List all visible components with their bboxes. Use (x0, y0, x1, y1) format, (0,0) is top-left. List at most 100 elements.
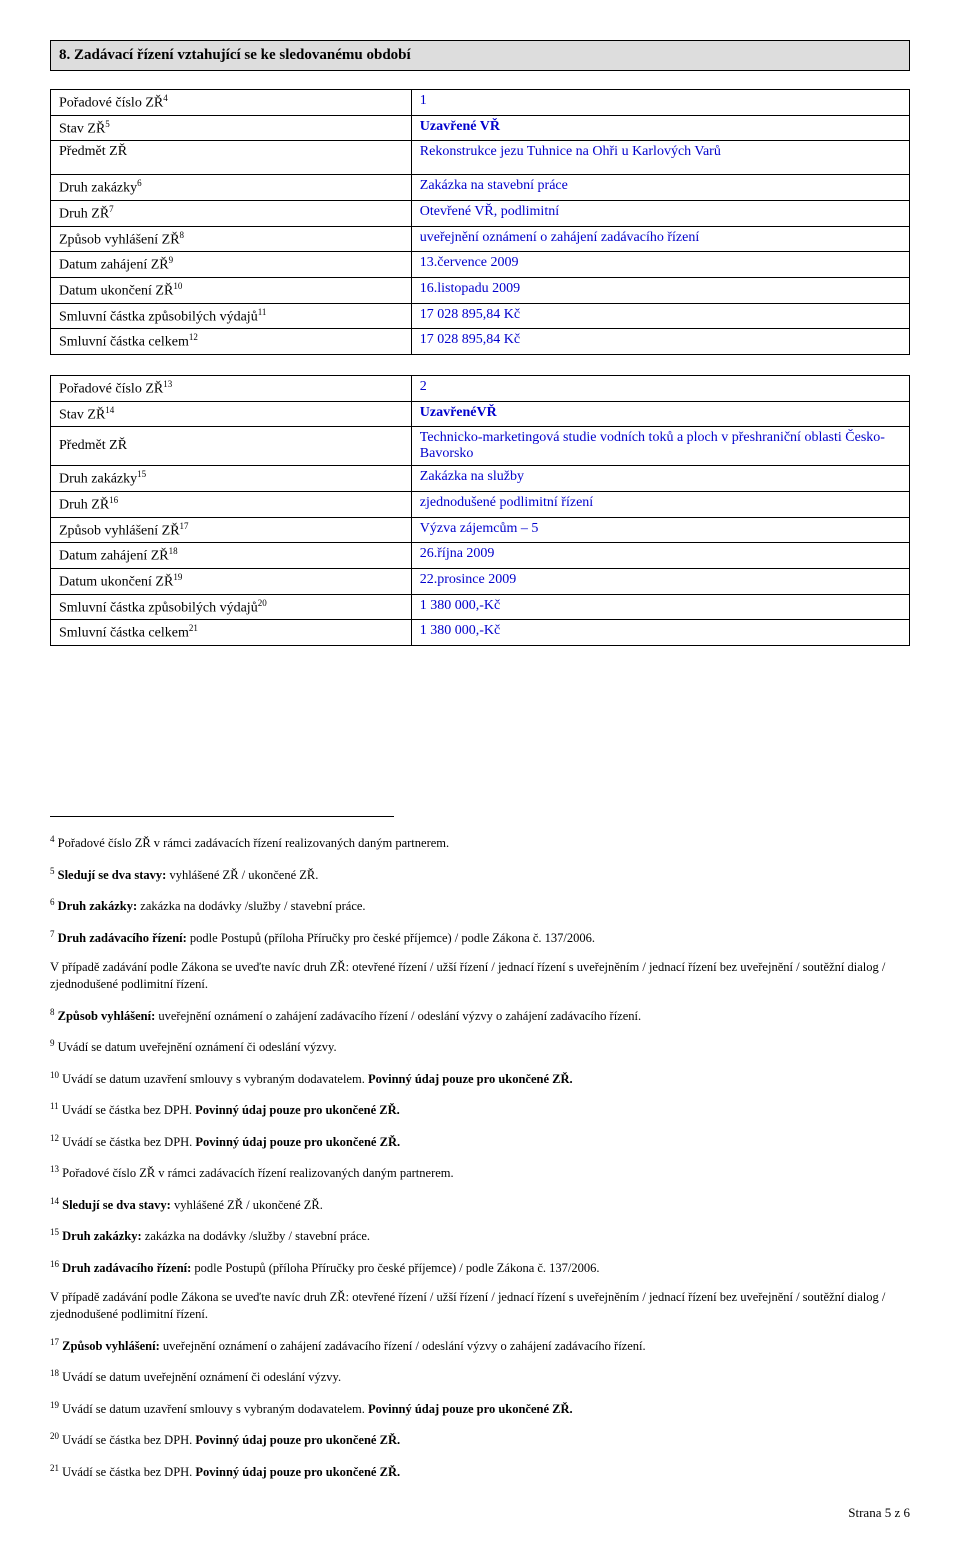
table-row: Způsob vyhlášení ZŘ8 uveřejnění oznámení … (51, 226, 910, 252)
row-label: Smluvní částka způsobilých výdajů (59, 309, 258, 324)
footnote-text: Pořadové číslo ZŘ v rámci zadávacích říz… (59, 1167, 454, 1181)
row-value: 17 028 895,84 Kč (411, 303, 909, 329)
footnote-bold: Povinný údaj pouze pro ukončené ZŘ. (368, 1402, 573, 1416)
row-value: 22.prosince 2009 (411, 568, 909, 594)
row-label: Druh zakázky (59, 181, 137, 196)
footnote-text: uveřejnění oznámení o zahájení zadávacíh… (155, 1009, 641, 1023)
table-row: Stav ZŘ14UzavřenéVŘ (51, 401, 910, 427)
footnote-text: Pořadové číslo ZŘ v rámci zadávacích říz… (55, 836, 450, 850)
row-label: Předmět ZŘ (59, 144, 127, 159)
table-row: Smluvní částka celkem1217 028 895,84 Kč (51, 329, 910, 355)
row-value: Zakázka na služby (411, 466, 909, 492)
row-label: Smluvní částka způsobilých výdajů (59, 600, 258, 615)
footnotes: 4 Pořadové číslo ZŘ v rámci zadávacích ř… (50, 833, 910, 1481)
table-row: Smluvní částka způsobilých výdajů201 380… (51, 594, 910, 620)
footnote-num: 19 (50, 1400, 59, 1410)
footnote-num: 20 (50, 1431, 59, 1441)
table-row: Předmět ZŘ Rekonstrukce jezu Tuhnice na O… (51, 141, 910, 175)
footnote-ref: 18 (169, 546, 178, 556)
table-row: Datum zahájení ZŘ18 26.října 2009 (51, 543, 910, 569)
row-value: Otevřené VŘ, podlimitní (411, 200, 909, 226)
table-row: Smluvní částka způsobilých výdajů11 17 02… (51, 303, 910, 329)
row-label: Datum ukončení ZŘ (59, 284, 173, 299)
row-value: 1 (411, 90, 909, 116)
row-label: Druh ZŘ (59, 207, 109, 222)
footnote-text: podle Postupů (příloha Příručky pro česk… (191, 1261, 599, 1275)
footnote-num: 13 (50, 1164, 59, 1174)
table-row: Smluvní částka celkem21 1 380 000,-Kč (51, 620, 910, 646)
row-label: Pořadové číslo ZŘ (59, 96, 163, 111)
footnote-ref: 4 (163, 93, 168, 103)
footnote-text: zakázka na dodávky /služby / stavební pr… (137, 900, 365, 914)
footnote-bold: Druh zakázky: (55, 900, 138, 914)
table-procurement-1: Pořadové číslo ZŘ41 Stav ZŘ5Uzavřené VŘ … (50, 89, 910, 355)
row-value: Rekonstrukce jezu Tuhnice na Ohři u Karl… (411, 141, 909, 175)
row-value: 17 028 895,84 Kč (411, 329, 909, 355)
footnote-bold: Povinný údaj pouze pro ukončené ZŘ. (195, 1103, 400, 1117)
row-label: Datum zahájení ZŘ (59, 258, 169, 273)
footnote-text: zakázka na dodávky /služby / stavební pr… (142, 1230, 370, 1244)
row-value: Výzva zájemcům – 5 (411, 517, 909, 543)
footnote-text: Uvádí se částka bez DPH. (59, 1103, 195, 1117)
footnote-text: Uvádí se částka bez DPH. (59, 1433, 195, 1447)
footnote-bold: Druh zakázky: (59, 1230, 142, 1244)
footnote-ref: 14 (105, 405, 114, 415)
row-label: Způsob vyhlášení ZŘ (59, 523, 180, 538)
footnote-ref: 16 (109, 495, 118, 505)
footnote-cont: V případě zadávání podle Zákona se uveďt… (50, 1289, 910, 1323)
row-value: zjednodušené podlimitní řízení (411, 491, 909, 517)
footnote-ref: 9 (169, 255, 174, 265)
footnote-ref: 19 (173, 572, 182, 582)
table-row: Druh ZŘ16 zjednodušené podlimitní řízení (51, 491, 910, 517)
footnote-num: 16 (50, 1259, 59, 1269)
footnote-bold: Způsob vyhlášení: (55, 1009, 156, 1023)
row-value: uveřejnění oznámení o zahájení zadávacíh… (411, 226, 909, 252)
footnote-bold: Druh zadávacího řízení: (55, 931, 187, 945)
footnote-text: vyhlášené ZŘ / ukončené ZŘ. (166, 868, 318, 882)
footnote-ref: 12 (189, 332, 198, 342)
table-row: Datum ukončení ZŘ19 22.prosince 2009 (51, 568, 910, 594)
row-value: 1 380 000,-Kč (411, 620, 909, 646)
footnote-text: vyhlášené ZŘ / ukončené ZŘ. (171, 1198, 323, 1212)
row-value: Zakázka na stavební práce (411, 175, 909, 201)
table-row: Druh ZŘ7 Otevřené VŘ, podlimitní (51, 200, 910, 226)
row-value: Technicko-marketingová studie vodních to… (411, 427, 909, 466)
footnote-ref: 13 (163, 379, 172, 389)
row-label: Stav ZŘ (59, 407, 105, 422)
footnote-num: 18 (50, 1368, 59, 1378)
footnote-ref: 7 (109, 204, 114, 214)
footnote-ref: 5 (105, 119, 110, 129)
table-row: Druh zakázky6Zakázka na stavební práce (51, 175, 910, 201)
footnote-num: 12 (50, 1133, 59, 1143)
footnote-bold: Sledují se dva stavy: (59, 1198, 171, 1212)
footnote-num: 21 (50, 1463, 59, 1473)
row-value: 26.října 2009 (411, 543, 909, 569)
row-value: 13.července 2009 (411, 252, 909, 278)
footnote-ref: 21 (189, 623, 198, 633)
footnote-text: podle Postupů (příloha Příručky pro česk… (187, 931, 595, 945)
row-label: Smluvní částka celkem (59, 626, 189, 641)
footnote-num: 11 (50, 1101, 59, 1111)
table-row: Pořadové číslo ZŘ4 1 (51, 90, 910, 116)
row-label: Předmět ZŘ (59, 438, 127, 453)
row-label: Způsob vyhlášení ZŘ (59, 232, 180, 247)
table-row: Druh zakázky15Zakázka na služby (51, 466, 910, 492)
footnote-num: 15 (50, 1227, 59, 1237)
footnote-ref: 11 (258, 307, 267, 317)
footnote-bold: Sledují se dva stavy: (55, 868, 167, 882)
footnote-ref: 8 (180, 230, 185, 240)
row-label: Datum ukončení ZŘ (59, 575, 173, 590)
footnote-cont: V případě zadávání podle Zákona se uveďt… (50, 959, 910, 993)
table-row: Způsob vyhlášení ZŘ17 Výzva zájemcům – 5 (51, 517, 910, 543)
row-label: Druh ZŘ (59, 498, 109, 513)
table-row: Datum ukončení ZŘ1016.listopadu 2009 (51, 277, 910, 303)
footnote-text: Uvádí se datum uzavření smlouvy s vybran… (59, 1072, 368, 1086)
footnote-text: Uvádí se datum uzavření smlouvy s vybran… (59, 1402, 368, 1416)
table-row: Pořadové číslo ZŘ132 (51, 375, 910, 401)
row-label: Datum zahájení ZŘ (59, 549, 169, 564)
footnote-text: Uvádí se částka bez DPH. (59, 1465, 195, 1479)
footnote-ref: 17 (180, 521, 189, 531)
table-row: Předmět ZŘ Technicko-marketingová studie … (51, 427, 910, 466)
row-value: 1 380 000,-Kč (411, 594, 909, 620)
footnote-bold: Povinný údaj pouze pro ukončené ZŘ. (195, 1433, 400, 1447)
